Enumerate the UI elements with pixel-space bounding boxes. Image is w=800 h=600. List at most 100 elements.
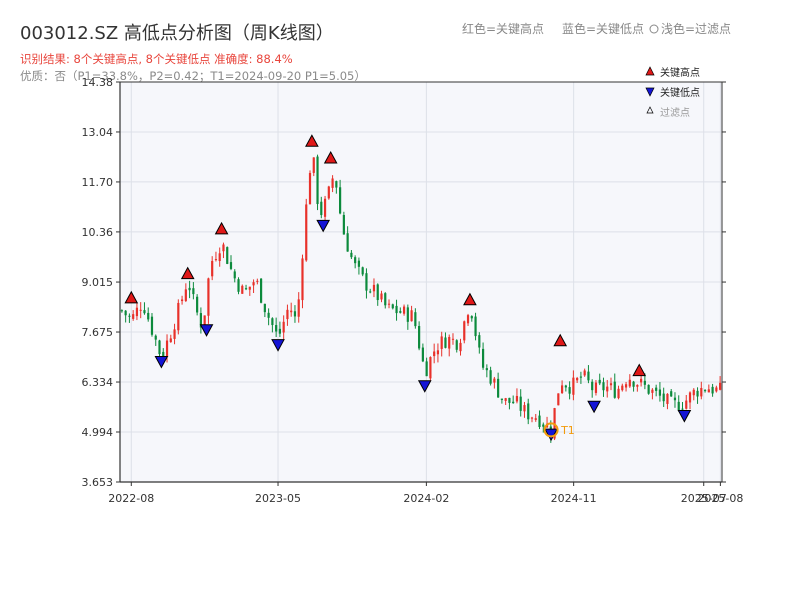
candle-body <box>350 252 353 258</box>
result-subtitle: 识别结果: 8个关键高点, 8个关键低点 准确度: 88.4% <box>20 52 293 66</box>
candle-body <box>199 313 202 328</box>
candles <box>120 154 722 443</box>
candle-body <box>489 370 492 384</box>
candle-body <box>357 260 361 267</box>
t1-circle-icon <box>543 422 559 438</box>
key-high-marker <box>180 266 195 280</box>
candle-body <box>135 307 139 317</box>
candle-body <box>594 382 598 393</box>
candle-body <box>323 198 327 217</box>
key-high-marker <box>124 290 139 304</box>
candle-body <box>316 156 319 205</box>
candle-body <box>429 357 432 379</box>
legend-top-red: 红色=关键高点 <box>462 21 544 36</box>
candle-body <box>455 340 458 350</box>
candle-body <box>628 379 631 387</box>
key-high-marker <box>214 221 229 235</box>
candle-body <box>433 351 436 357</box>
candle-body <box>233 271 236 279</box>
candle-body <box>305 204 308 261</box>
candle-body <box>211 260 214 277</box>
candle-body <box>259 278 263 303</box>
candle-body <box>643 380 646 385</box>
candle-body <box>214 259 218 261</box>
candle-body <box>508 397 511 403</box>
candle-body <box>169 338 172 343</box>
candle-body <box>636 384 639 387</box>
candle-body <box>365 273 368 291</box>
key-low-marker <box>677 410 692 423</box>
candle-body <box>132 314 135 319</box>
candle-body <box>154 335 157 340</box>
candle-body <box>361 267 364 275</box>
candle-body <box>703 390 707 392</box>
high-triangle-icon <box>645 66 655 76</box>
candle-body <box>478 335 481 348</box>
filtered-triangle-icon <box>646 106 654 114</box>
candle-body <box>651 389 654 393</box>
candle-body <box>226 247 229 264</box>
legend-top-blue: 蓝色=关键低点 <box>562 22 644 36</box>
x-tick-label: 2023-05 <box>255 492 301 505</box>
candle-body <box>621 385 624 391</box>
candle-body <box>402 306 406 314</box>
candle-body <box>538 415 541 428</box>
candle-body <box>395 305 398 314</box>
candle-body <box>474 316 477 337</box>
candle-body <box>685 400 688 409</box>
candle-body <box>406 307 409 322</box>
candle-body <box>188 287 191 291</box>
candle-body <box>613 381 616 398</box>
candle-body <box>444 337 447 348</box>
candle-body <box>150 316 154 335</box>
candle-body <box>715 387 718 392</box>
candle-body <box>466 315 470 324</box>
candle-body <box>557 393 560 406</box>
candle-body <box>237 279 240 292</box>
candle-body <box>391 304 394 309</box>
key-high-marker <box>632 363 647 377</box>
candle-body <box>666 393 669 404</box>
candle-body <box>481 348 485 368</box>
x-tick-label: 2024-02 <box>403 492 449 505</box>
chart-title: 003012.SZ 高低点分析图（周K线图） <box>20 23 334 44</box>
candle-body <box>440 336 443 349</box>
candle-body <box>290 310 293 313</box>
candle-body <box>173 329 176 339</box>
candle-body <box>218 253 221 262</box>
candle-body <box>293 311 297 317</box>
candle-body <box>139 309 142 311</box>
legend-top-light: 浅色=过滤点 <box>661 22 731 36</box>
candle-body <box>229 262 233 269</box>
candle-body <box>504 398 507 401</box>
candle-body <box>707 389 710 393</box>
candle-body <box>681 408 684 410</box>
candle-body <box>384 293 387 306</box>
candle-body <box>617 388 620 399</box>
candle-body <box>263 303 266 313</box>
candle-body <box>512 401 515 404</box>
key-low-marker <box>154 355 169 369</box>
y-tick-label: 13.04 <box>82 126 114 139</box>
candle-body <box>418 326 421 349</box>
legend-low-label: 关键低点 <box>660 86 700 99</box>
y-tick-label: 11.70 <box>82 176 114 189</box>
candle-body <box>399 311 402 313</box>
candle-body <box>354 257 357 264</box>
candle-body <box>180 299 184 302</box>
candle-body <box>572 377 575 395</box>
key-low-marker <box>199 324 214 337</box>
candle-body <box>147 312 150 320</box>
candle-body <box>421 347 424 362</box>
candle-body <box>380 293 383 300</box>
candle-body <box>647 384 650 394</box>
candle-body <box>196 296 199 313</box>
x-tick-label: 2022-08 <box>108 492 154 505</box>
candle-body <box>128 315 131 317</box>
candle-body <box>564 385 567 388</box>
candle-body <box>583 370 586 376</box>
candle-body <box>342 214 345 235</box>
candle-body <box>425 361 428 377</box>
candle-body <box>598 379 601 384</box>
